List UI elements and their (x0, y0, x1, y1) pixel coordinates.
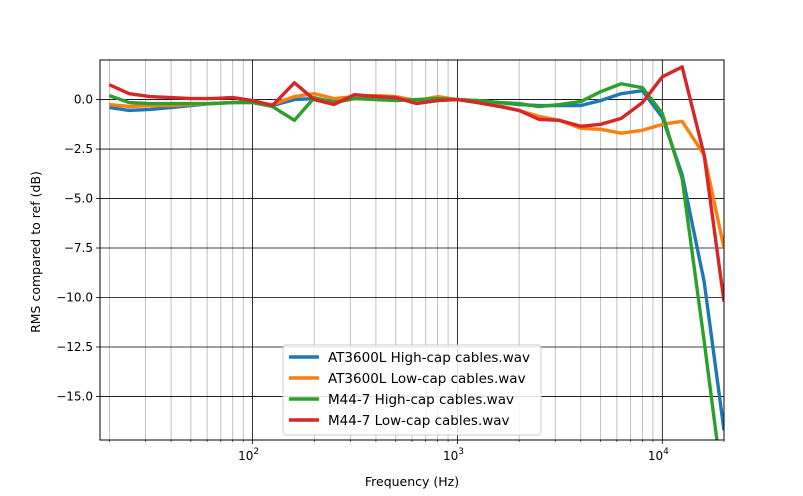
series-lines (108, 65, 724, 440)
legend-label: M44-7 High-cap cables.wav (328, 392, 514, 408)
y-tick-label: −12.5 (56, 340, 93, 354)
y-axis-label: RMS compared to ref (dB) (28, 171, 43, 333)
series-line-2 (109, 91, 724, 249)
y-tick-label: −10.0 (56, 291, 93, 305)
y-tick-label: −2.5 (64, 142, 93, 156)
series-line-3 (108, 82, 719, 440)
x-tick-label: 104 (648, 447, 669, 463)
axis-ticks: 102 103 104 0.0 −2.5 −5.0 −7.5 −10.0 −12.5 −15.0 (56, 93, 725, 463)
y-tick-label: −5.0 (64, 192, 93, 206)
legend-label: M44-7 Low-cap cables.wav (328, 413, 510, 429)
x-tick-label: 103 (443, 447, 464, 463)
x-tick-label: 102 (238, 447, 259, 463)
y-tick-label: −7.5 (64, 241, 93, 255)
series-line-4 (108, 65, 724, 302)
legend-label: AT3600L Low-cap cables.wav (328, 371, 526, 387)
x-axis-label: Frequency (Hz) (365, 474, 459, 489)
y-tick-label: 0.0 (74, 93, 93, 107)
y-tick-label: −15.0 (56, 389, 93, 403)
legend: AT3600L High-cap cables.wav AT3600L Low-c… (282, 344, 542, 436)
legend-label: AT3600L High-cap cables.wav (328, 350, 530, 366)
legend-box (282, 344, 542, 436)
